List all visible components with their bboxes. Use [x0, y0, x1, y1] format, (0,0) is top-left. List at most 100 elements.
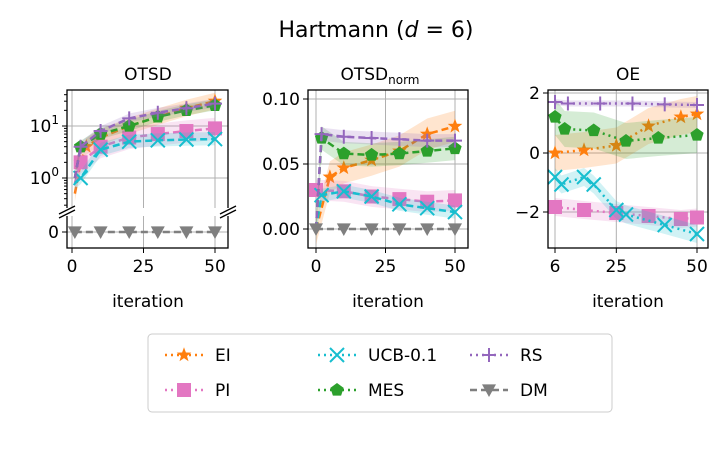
point-MES [392, 146, 407, 160]
point-UCB-0.1 [657, 217, 673, 233]
panel-title-otsd: OTSD [124, 65, 172, 85]
line-UCB-0.1 [554, 175, 698, 236]
point-PI [208, 121, 222, 136]
point-DM [150, 226, 165, 239]
legend-marker [482, 384, 496, 397]
point-UCB-0.1 [576, 169, 592, 185]
legend-item-UCB-0.1: UCB-0.1 [318, 346, 437, 366]
point-EI [547, 145, 563, 160]
x-tick-label: 50 [444, 257, 466, 277]
point-RS [150, 105, 165, 120]
axis-break-gap [57, 208, 238, 216]
legend-marker [330, 383, 344, 396]
axes-frame [307, 89, 469, 249]
point-RS [657, 97, 672, 112]
point-MES [690, 128, 704, 141]
series-DM [67, 226, 222, 239]
legend-item-DM: DM [470, 381, 548, 401]
x-tick-label: 6 [550, 257, 561, 277]
point-RS [420, 133, 435, 148]
point-UCB-0.1 [336, 183, 352, 200]
legend-label: MES [368, 381, 404, 401]
point-UCB-0.1 [313, 187, 330, 203]
band-UCB-0.1 [74, 132, 215, 190]
point-EI [322, 169, 338, 184]
point-MES [337, 146, 351, 160]
point-UCB-0.1 [121, 133, 137, 150]
point-DM [179, 226, 194, 239]
point-UCB-0.1 [553, 176, 570, 193]
point-RS [336, 129, 351, 144]
point-UCB-0.1 [363, 188, 380, 205]
point-MES [651, 131, 665, 144]
exponent: 0 [51, 165, 59, 179]
point-UCB-0.1 [618, 206, 634, 223]
series-RS [73, 96, 222, 182]
legend-label: EI [215, 346, 231, 366]
band-EI [555, 96, 697, 171]
point-DM [448, 223, 462, 236]
legend-label: RS [520, 346, 543, 366]
series-DM [309, 223, 462, 236]
point-DM [420, 223, 435, 236]
x-tick-label: 25 [375, 257, 397, 277]
point-MES [558, 122, 572, 135]
point-EI [609, 137, 624, 152]
point-RS [690, 98, 704, 112]
legend-marker [177, 383, 191, 397]
point-PI [577, 203, 592, 217]
point-EI [641, 118, 656, 133]
point-EI [576, 142, 592, 157]
legend-item-MES: MES [318, 381, 404, 401]
point-EI [673, 109, 689, 124]
y-tick-label: 2 [529, 84, 540, 104]
line-EI [554, 112, 698, 155]
point-UCB-0.1 [150, 132, 166, 149]
band-RS [316, 127, 455, 236]
y-tick-label: −2 [515, 203, 540, 223]
point-RS [73, 139, 88, 154]
point-EI [336, 160, 352, 175]
point-DM [93, 226, 108, 239]
point-UCB-0.1 [608, 202, 625, 218]
point-RS [392, 132, 407, 147]
xlabel-oe: iteration [592, 292, 664, 312]
point-MES [587, 123, 601, 137]
point-PI [548, 200, 562, 214]
point-UCB-0.1 [207, 131, 223, 147]
point-PI [179, 124, 194, 139]
point-DM [67, 226, 82, 239]
point-DM [336, 223, 351, 236]
series-EI [547, 96, 705, 171]
legend-label: DM [520, 381, 548, 401]
point-RS [179, 101, 194, 116]
point-MES [548, 110, 562, 123]
panel-1: 0 25 50 0.00 0.05 0.10 [262, 89, 469, 277]
point-EI [447, 118, 463, 133]
point-EI [419, 126, 435, 141]
point-RS [208, 96, 222, 111]
legend-marker [482, 348, 496, 362]
exponent: 1 [51, 113, 59, 127]
point-DM [122, 226, 137, 239]
point-RS [593, 96, 608, 111]
point-EI [689, 106, 705, 121]
legend-box [147, 333, 613, 413]
point-UCB-0.1 [92, 142, 109, 158]
point-RS [560, 96, 575, 111]
series-UCB-0.1 [72, 131, 223, 190]
point-RS [93, 124, 108, 139]
point-RS [625, 96, 640, 111]
series-MES [548, 99, 704, 159]
y-tick-label: 101 [30, 113, 59, 137]
point-RS [548, 95, 562, 109]
point-RS [314, 127, 329, 142]
x-tick-label: 0 [67, 257, 78, 277]
point-PI [673, 212, 688, 226]
point-MES [364, 147, 379, 161]
point-DM [208, 226, 222, 239]
y-tick-label: 100 [30, 165, 59, 189]
point-UCB-0.1 [419, 200, 435, 216]
band-EI [316, 110, 455, 245]
